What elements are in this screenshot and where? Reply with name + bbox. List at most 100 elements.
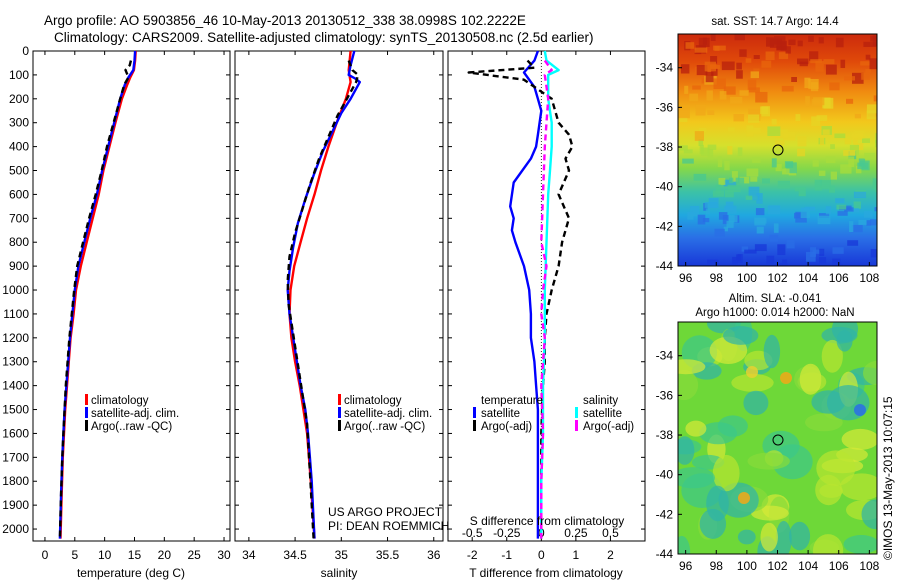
sla-spot: [746, 366, 758, 378]
sst-cell: [739, 90, 749, 96]
sst-cell: [785, 46, 791, 54]
map-x-tick-label: 100: [737, 559, 757, 573]
sst-cell: [771, 158, 777, 168]
sst-cell: [823, 59, 835, 65]
sla-blob: [678, 535, 691, 554]
sst-cell: [840, 59, 846, 68]
legend-label-satellite: satellite-adj. clim.: [344, 408, 432, 420]
sla-map-title-2: Argo h1000: 0.014 h2000: NaN: [695, 307, 854, 319]
temperature-series: [58, 50, 137, 539]
sla-blob: [723, 326, 759, 345]
sst-cell: [680, 64, 690, 74]
y-tick-label: 600: [9, 187, 29, 201]
map-x-tick-label: 100: [737, 271, 757, 285]
x-tick-label: 5: [71, 548, 78, 562]
s-tick-label: -0.5: [462, 526, 483, 540]
sst-cell: [870, 35, 877, 42]
sst-cell: [806, 251, 816, 262]
sst-cell: [750, 71, 759, 79]
sla-spot: [738, 492, 750, 504]
y-tick-label: 500: [9, 164, 29, 178]
sst-cell: [844, 138, 852, 145]
legend-swatch-t-argo: [473, 420, 476, 431]
sst-cell: [705, 71, 714, 83]
sst-cell: [748, 186, 760, 197]
legend-label-argo: Argo(..raw -QC): [344, 421, 425, 433]
sst-cell: [853, 191, 867, 199]
sst-cell: [774, 36, 786, 45]
map-x-tick-label: 108: [859, 559, 879, 573]
sst-cell: [810, 59, 822, 64]
sla-texture: [678, 322, 877, 554]
legend-label-s-argo: Argo(-adj): [583, 421, 634, 433]
map-y-tick-label: -40: [656, 468, 674, 482]
sst-cell: [786, 162, 797, 174]
sst-cell: [817, 215, 831, 225]
sla-blob: [799, 363, 822, 395]
legend-swatch-climatology: [85, 394, 88, 405]
salinity-axes: 34 34.5 35 35.5 36: [235, 50, 443, 562]
difference-top-xlabel: S difference from climatology: [470, 514, 625, 528]
sst-cell: [769, 234, 779, 242]
sst-cell: [832, 258, 841, 266]
sst-cell: [797, 40, 803, 47]
series-argo-raw-qc: [58, 60, 133, 539]
map-x-tick-label: 96: [679, 559, 693, 573]
sst-cell: [866, 220, 872, 226]
sst-cell: [755, 91, 768, 103]
map-y-tick-label: -42: [656, 507, 674, 521]
s-tick-label: -0.25: [493, 526, 521, 540]
sst-cell: [869, 58, 877, 70]
x-tick-label: 30: [217, 548, 231, 562]
sla-blob: [775, 520, 792, 554]
sst-cell: [731, 171, 738, 182]
sst-cell: [687, 211, 694, 220]
sst-cell: [756, 193, 763, 204]
y-tick-label: 1200: [2, 331, 29, 345]
sst-cell: [863, 41, 877, 47]
sst-cell: [736, 62, 742, 70]
project-label: US ARGO PROJECT: [328, 505, 443, 519]
sst-cell: [874, 207, 877, 212]
temperature-legend: climatology satellite-adj. clim. Argo(..…: [85, 394, 179, 433]
sla-argo-marker: [772, 434, 784, 446]
sst-cell: [733, 114, 745, 122]
difference-axes: -2 -1 0 1 2-0.5 -0.25 0 0.25 0.5: [448, 50, 645, 562]
sst-cell: [698, 139, 704, 146]
sst-cell: [719, 91, 727, 100]
sst-cell: [812, 249, 824, 254]
sst-cell: [761, 60, 772, 68]
sst-cell: [678, 107, 690, 119]
sst-cell: [829, 82, 840, 91]
sst-cell: [853, 201, 861, 209]
sla-blob: [836, 330, 853, 352]
series-climatology: [288, 50, 352, 539]
sst-cell: [819, 213, 830, 218]
legend-swatch-s-satellite: [575, 407, 578, 418]
sst-cell: [783, 131, 796, 141]
sst-cell: [855, 165, 862, 174]
legend-label-t-satellite: satellite: [481, 408, 520, 420]
sst-cell: [860, 61, 871, 66]
sla-blob: [843, 535, 877, 554]
sst-cell: [846, 98, 854, 104]
sst-cell: [705, 208, 710, 215]
sst-cell: [698, 127, 707, 133]
sst-cell: [690, 206, 700, 217]
legend-label-climatology: climatology: [91, 395, 149, 407]
sst-cell: [724, 189, 734, 198]
sst-cell: [782, 259, 788, 265]
sst-cell: [745, 195, 758, 200]
legend-swatch-climatology: [338, 394, 341, 405]
sst-cell: [849, 221, 854, 232]
sst-cell: [808, 35, 814, 42]
legend-swatch-t-satellite: [473, 407, 476, 418]
header-line-2: Climatology: CARS2009. Satellite-adjuste…: [54, 30, 594, 45]
sst-cell: [840, 164, 852, 174]
sst-cell: [797, 136, 807, 147]
sst-cell: [775, 164, 782, 172]
sst-cell: [843, 150, 856, 156]
map-y-tick-label: -36: [656, 388, 674, 402]
map-x-tick-label: 104: [798, 271, 818, 285]
